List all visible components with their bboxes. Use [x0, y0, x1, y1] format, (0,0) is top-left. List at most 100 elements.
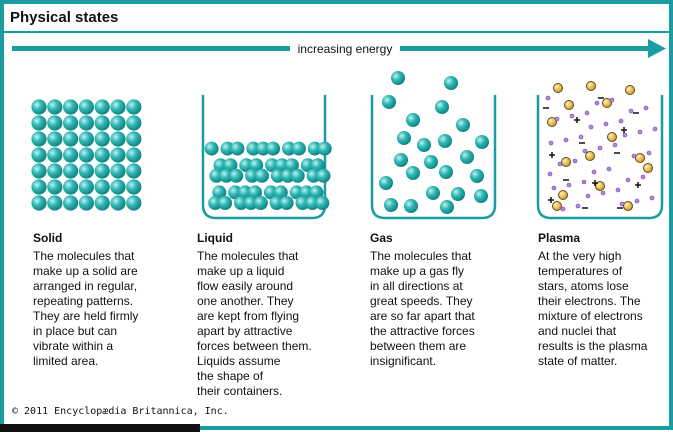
state-description: the attractive forces: [370, 324, 475, 338]
electron: [626, 178, 630, 182]
electron: [555, 117, 559, 121]
molecule: [218, 196, 232, 210]
molecule: [255, 169, 269, 183]
molecule: [126, 131, 141, 146]
electron: [548, 172, 552, 176]
molecule: [397, 131, 411, 145]
nucleus: [559, 191, 568, 200]
molecule: [47, 115, 62, 130]
electron: [595, 101, 599, 105]
state-description: their electrons. The: [538, 294, 641, 308]
molecule: [31, 179, 46, 194]
arrow-label: increasing energy: [298, 42, 393, 56]
molecule: [406, 113, 420, 127]
electron: [561, 207, 565, 211]
molecule: [63, 131, 78, 146]
state-description: make up a liquid: [197, 264, 284, 278]
molecule: [451, 187, 465, 201]
state-description: temperatures of: [538, 264, 623, 278]
state-description: Liquids assume: [197, 354, 281, 368]
molecule: [254, 196, 268, 210]
state-description: stars, atoms lose: [538, 279, 629, 293]
molecule: [205, 142, 219, 156]
electron: [653, 127, 657, 131]
state-description: and nuclei that: [538, 324, 617, 338]
nucleus: [554, 84, 563, 93]
electron: [601, 191, 605, 195]
state-name: Solid: [33, 231, 62, 245]
state-description: the shape of: [197, 369, 264, 383]
molecule: [47, 163, 62, 178]
electron: [583, 149, 587, 153]
molecule: [95, 195, 110, 210]
molecule: [475, 135, 489, 149]
molecule: [95, 131, 110, 146]
molecule: [126, 115, 141, 130]
electron: [549, 141, 553, 145]
electron: [586, 194, 590, 198]
state-description: make up a solid are: [33, 264, 138, 278]
molecule: [126, 163, 141, 178]
electron: [604, 122, 608, 126]
state-description: flow easily around: [197, 279, 293, 293]
copyright: © 2011 Encyclopædia Britannica, Inc.: [12, 406, 229, 417]
electron: [585, 111, 589, 115]
electron: [644, 106, 648, 110]
state-description: mixture of electrons: [538, 309, 643, 323]
electron: [623, 133, 627, 137]
state-description: in place but can: [33, 324, 117, 338]
molecule: [379, 176, 393, 190]
molecule: [31, 147, 46, 162]
state-description: in all directions at: [370, 279, 463, 293]
molecule: [456, 118, 470, 132]
electron: [619, 119, 623, 123]
electron: [647, 151, 651, 155]
electron: [592, 170, 596, 174]
electron: [589, 125, 593, 129]
molecule: [110, 131, 125, 146]
molecule: [110, 163, 125, 178]
state-description: vibrate within a: [33, 339, 113, 353]
molecule: [110, 179, 125, 194]
state-description: between them are: [370, 339, 466, 353]
nucleus: [586, 152, 595, 161]
molecule: [95, 99, 110, 114]
state-description: are kept from flying: [197, 309, 299, 323]
electron: [558, 162, 562, 166]
electron: [629, 109, 633, 113]
molecule: [391, 71, 405, 85]
molecule: [63, 115, 78, 130]
molecule: [47, 99, 62, 114]
molecule: [394, 153, 408, 167]
state-description: great speeds. They: [370, 294, 473, 308]
electron: [573, 159, 577, 163]
electron: [616, 188, 620, 192]
molecule: [470, 169, 484, 183]
nucleus: [624, 202, 633, 211]
nucleus: [636, 154, 645, 163]
state-description: repeating patterns.: [33, 294, 133, 308]
nucleus: [587, 82, 596, 91]
nucleus: [562, 158, 571, 167]
molecule: [95, 115, 110, 130]
electron: [620, 202, 624, 206]
molecule: [47, 147, 62, 162]
electron: [650, 196, 654, 200]
state-description: limited area.: [33, 354, 98, 368]
molecule: [110, 115, 125, 130]
electron: [635, 199, 639, 203]
molecule: [439, 165, 453, 179]
molecule: [47, 195, 62, 210]
state-description: make up a gas fly: [370, 264, 464, 278]
state-name: Gas: [370, 231, 393, 245]
diagram: Physical states increasing energy SolidT…: [0, 0, 673, 432]
bottom-strip: [0, 424, 200, 432]
electron: [552, 186, 556, 190]
molecule: [95, 147, 110, 162]
molecule: [126, 147, 141, 162]
electron: [632, 154, 636, 158]
molecule: [435, 100, 449, 114]
molecule: [31, 115, 46, 130]
molecule: [110, 195, 125, 210]
molecule: [230, 142, 244, 156]
